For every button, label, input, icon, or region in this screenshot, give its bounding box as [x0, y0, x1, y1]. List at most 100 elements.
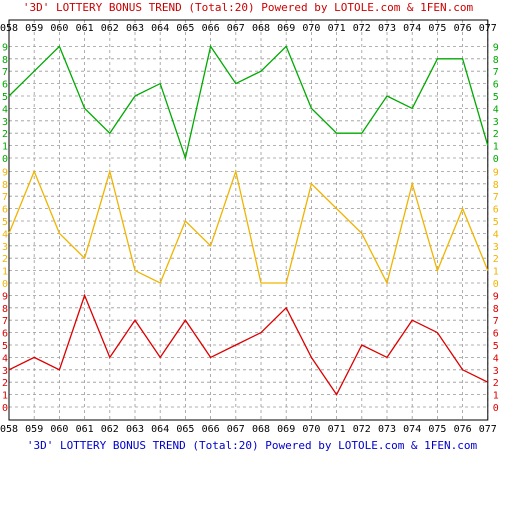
chart-title-top: '3D' LOTTERY BONUS TREND (Total:20) Powe…	[23, 1, 474, 14]
chart-title-bottom: '3D' LOTTERY BONUS TREND (Total:20) Powe…	[27, 439, 478, 452]
x-tick-label-bottom: 069	[277, 424, 295, 435]
y-tick-label-left: 1	[2, 142, 8, 153]
x-tick-label-bottom: 076	[454, 424, 472, 435]
x-tick-label-top: 061	[76, 23, 94, 34]
y-tick-label-left: 8	[2, 55, 8, 66]
y-tick-label-left: 2	[2, 129, 8, 140]
y-tick-label-right: 1	[493, 391, 499, 402]
x-tick-label-bottom: 062	[101, 424, 119, 435]
y-tick-label-left: 6	[2, 329, 8, 340]
y-tick-label-right: 9	[493, 42, 499, 53]
y-tick-label-left: 4	[2, 353, 8, 364]
y-tick-label-right: 4	[493, 229, 499, 240]
y-tick-label-right: 8	[493, 180, 499, 191]
x-tick-label-bottom: 073	[378, 424, 396, 435]
y-tick-label-left: 7	[2, 192, 8, 203]
y-tick-label-right: 3	[493, 366, 499, 377]
x-tick-label-bottom: 074	[403, 424, 421, 435]
x-tick-label-top: 074	[403, 23, 421, 34]
y-tick-label-right: 7	[493, 67, 499, 78]
y-tick-label-right: 1	[493, 142, 499, 153]
y-tick-label-left: 5	[2, 217, 8, 228]
y-tick-label-right: 6	[493, 205, 499, 216]
x-tick-label-top: 059	[25, 23, 43, 34]
x-tick-label-top: 075	[428, 23, 446, 34]
x-tick-label-top: 064	[151, 23, 169, 34]
x-tick-label-bottom: 063	[126, 424, 144, 435]
x-tick-label-bottom: 060	[50, 424, 68, 435]
x-tick-label-top: 060	[50, 23, 68, 34]
y-tick-label-right: 5	[493, 92, 499, 103]
y-tick-label-right: 3	[493, 242, 499, 253]
y-tick-label-left: 5	[2, 341, 8, 352]
y-tick-label-right: 6	[493, 80, 499, 91]
y-tick-label-right: 8	[493, 55, 499, 66]
y-tick-label-left: 1	[2, 267, 8, 278]
x-tick-label-bottom: 070	[302, 424, 320, 435]
y-tick-label-left: 0	[2, 154, 8, 165]
y-tick-label-left: 6	[2, 205, 8, 216]
x-tick-label-bottom: 068	[252, 424, 270, 435]
y-tick-label-left: 7	[2, 67, 8, 78]
y-tick-label-left: 9	[2, 167, 8, 178]
x-tick-label-top: 071	[328, 23, 346, 34]
x-tick-label-bottom: 066	[202, 424, 220, 435]
x-tick-label-bottom: 058	[0, 424, 18, 435]
y-tick-label-right: 2	[493, 378, 499, 389]
y-tick-label-right: 9	[493, 167, 499, 178]
y-tick-label-left: 3	[2, 242, 8, 253]
y-tick-label-left: 4	[2, 104, 8, 115]
x-tick-label-bottom: 061	[76, 424, 94, 435]
y-tick-label-right: 0	[493, 403, 499, 414]
y-tick-label-right: 4	[493, 353, 499, 364]
y-tick-label-left: 2	[2, 378, 8, 389]
plot-frame	[8, 19, 489, 421]
y-tick-label-left: 8	[2, 304, 8, 315]
y-tick-label-left: 9	[2, 291, 8, 302]
y-tick-label-left: 0	[2, 403, 8, 414]
x-tick-label-top: 072	[353, 23, 371, 34]
y-tick-label-right: 4	[493, 104, 499, 115]
y-tick-label-right: 7	[493, 192, 499, 203]
x-tick-label-top: 062	[101, 23, 119, 34]
y-tick-label-right: 0	[493, 154, 499, 165]
x-tick-label-bottom: 075	[428, 424, 446, 435]
x-tick-label-bottom: 072	[353, 424, 371, 435]
series-line-red	[8, 293, 489, 396]
y-tick-label-right: 5	[493, 217, 499, 228]
x-tick-label-top: 076	[454, 23, 472, 34]
y-tick-label-left: 9	[2, 42, 8, 53]
x-tick-label-top: 077	[479, 23, 497, 34]
x-tick-label-bottom: 064	[151, 424, 169, 435]
y-tick-label-right: 3	[493, 117, 499, 128]
y-tick-label-left: 3	[2, 117, 8, 128]
x-tick-label-bottom: 065	[176, 424, 194, 435]
y-tick-label-right: 2	[493, 129, 499, 140]
series-line-green	[8, 44, 489, 161]
y-tick-label-left: 0	[2, 279, 8, 290]
y-tick-label-left: 4	[2, 229, 8, 240]
x-tick-label-bottom: 067	[227, 424, 245, 435]
y-tick-label-right: 2	[493, 254, 499, 265]
y-tick-label-left: 1	[2, 391, 8, 402]
series-line-yellow	[8, 168, 489, 285]
x-tick-label-bottom: 077	[479, 424, 497, 435]
y-tick-label-right: 6	[493, 329, 499, 340]
y-tick-label-left: 7	[2, 316, 8, 327]
y-tick-label-left: 5	[2, 92, 8, 103]
x-tick-label-top: 068	[252, 23, 270, 34]
y-tick-label-left: 8	[2, 180, 8, 191]
y-tick-label-right: 7	[493, 316, 499, 327]
y-tick-label-right: 8	[493, 304, 499, 315]
x-tick-label-top: 069	[277, 23, 295, 34]
x-tick-label-top: 066	[202, 23, 220, 34]
y-tick-label-right: 0	[493, 279, 499, 290]
x-tick-label-top: 070	[302, 23, 320, 34]
x-tick-label-top: 073	[378, 23, 396, 34]
y-tick-label-left: 6	[2, 80, 8, 91]
x-tick-label-bottom: 059	[25, 424, 43, 435]
x-tick-label-bottom: 071	[328, 424, 346, 435]
y-tick-label-right: 9	[493, 291, 499, 302]
